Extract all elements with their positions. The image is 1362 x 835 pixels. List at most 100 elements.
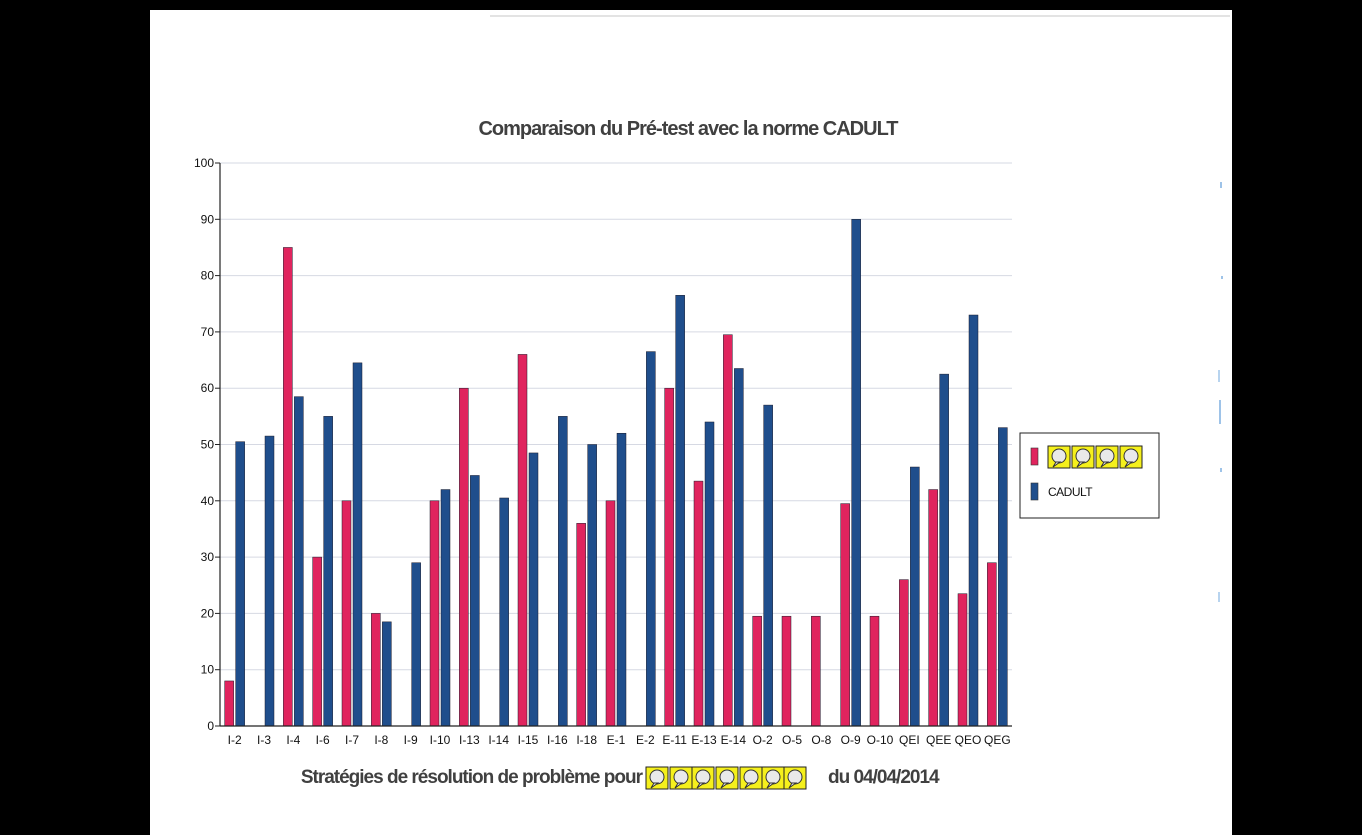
x-tick-label: I-6 [316,733,330,747]
bar-pretest-O-10 [869,615,880,727]
bar-cadult-I-2 [235,441,245,727]
bar-cadult-I-6 [323,416,333,727]
x-tick-label: O-8 [811,733,831,747]
x-tick-label: QEE [926,733,951,747]
redaction-sticker [645,766,669,790]
speech-bubble-icon [695,769,711,785]
bar-cadult-QEO [968,314,979,727]
y-tick-label: 20 [201,606,215,620]
bar-pretest-I-8 [371,613,381,727]
scanned-page: 0 10 20 30 40 50 60 70 80 90 100 I-2 I-3 I-4 I-6 I-7 I-… [150,10,1232,835]
bar-cadult-I-18 [587,444,597,727]
legend-swatch-cadult [1030,482,1039,501]
speech-bubble-icon [765,769,781,785]
x-tick-label: I-10 [430,733,451,747]
bar-pretest-E-1 [605,500,616,727]
scan-speck [1218,592,1220,602]
x-tick-label: E-14 [721,733,747,747]
x-tick-label: I-2 [228,733,242,747]
bar-cadult-I-9 [411,562,421,727]
x-axis-label-prefix: Stratégies de résolution de problème pou… [301,767,644,788]
chart-title: Comparaison du Pré-test avec la norme CA… [478,118,898,140]
redaction-sticker [669,766,693,790]
bar-cadult-I-14 [499,497,509,727]
bar-pretest-E-13 [693,480,704,727]
scan-speck [1220,182,1222,188]
speech-bubble-icon [1099,448,1115,464]
x-tick-labels: I-2 I-3 I-4 I-6 I-7 I-8 I-9 I-10 I-13 I-14 I-15 I-1… [228,733,1011,747]
x-tick-label: E-1 [607,733,626,747]
bar-cadult-I-15 [528,452,539,727]
x-tick-label: O-2 [753,733,773,747]
speech-bubble-tail [1052,461,1062,468]
scan-artifacts [1218,182,1223,602]
bar-pretest-I-18 [576,523,586,727]
y-tick-label: 90 [201,212,215,226]
bar-cadult-I-13 [470,475,480,727]
bar-pretest-I-10 [429,500,440,727]
x-tick-label: I-3 [257,733,271,747]
speech-bubble-tail [766,782,776,789]
speech-bubble-tail [1100,461,1110,468]
x-tick-label: QEI [899,733,920,747]
speech-bubble-tail [674,782,684,789]
bar-cadult-QEI [910,466,920,727]
bar-pretest-O-8 [811,615,821,727]
y-tick-label: 0 [207,719,214,733]
scan-speck [1221,276,1223,279]
speech-bubble-icon [787,769,803,785]
x-tick-label: E-13 [691,733,717,747]
bar-pretest-I-6 [312,556,322,727]
bar-cadult-E-13 [704,421,715,727]
x-tick-label: E-2 [636,733,655,747]
redaction-sticker [715,766,739,790]
y-tick-label: 10 [201,663,215,677]
x-tick-label: I-9 [404,733,418,747]
x-axis-label-suffix: du 04/04/2014 [828,767,940,788]
bar-cadult-O-9 [851,219,861,727]
y-tick-labels: 0 10 20 30 40 50 60 70 80 90 100 [194,156,220,733]
x-tick-label: I-7 [345,733,359,747]
redaction-sticker [1071,445,1095,469]
bar-cadult-I-10 [440,489,451,727]
bar-pretest-I-7 [341,500,352,727]
y-tick-label: 70 [201,325,215,339]
speech-bubble-icon [743,769,759,785]
speech-bubble-tail [744,782,754,789]
bar-cadult-E-14 [734,368,744,727]
speech-bubble-tail [788,782,798,789]
x-tick-label: I-16 [547,733,568,747]
x-tick-label: I-18 [576,733,597,747]
redaction-sticker [783,766,807,790]
scan-speck [1220,468,1222,472]
bar-cadult-I-3 [264,435,275,727]
bar-cadult-O-2 [763,404,773,727]
speech-bubble-icon [1075,448,1091,464]
x-tick-label: QEO [955,733,982,747]
bar-pretest-O-2 [752,615,762,727]
speech-bubble-icon [719,769,735,785]
legend-swatch-pretest [1030,447,1039,466]
legend-label-cadult: CADULT [1048,485,1093,499]
legend: CADULT [1019,432,1160,519]
y-tick-label: 50 [201,438,215,452]
x-tick-label: E-11 [662,733,687,747]
scan-speck [1218,370,1220,382]
x-tick-label: I-13 [459,733,480,747]
speech-bubble-icon [1123,448,1139,464]
speech-bubble-icon [1051,448,1067,464]
x-tick-label: O-5 [782,733,802,747]
x-axis-label: Stratégies de résolution de problème pou… [301,766,941,790]
y-tick-label: 60 [201,381,215,395]
bar-pretest-QEG [987,562,997,727]
x-tick-label: I-4 [286,733,300,747]
x-tick-label: O-9 [841,733,861,747]
gridlines [220,162,1012,671]
bar-pretest-I-13 [459,387,469,727]
y-tick-label: 100 [194,156,214,170]
bar-pretest-QEE [928,489,938,727]
speech-bubble-tail [1124,461,1134,468]
x-tick-label: I-14 [488,733,509,747]
speech-bubble-tail [696,782,706,789]
